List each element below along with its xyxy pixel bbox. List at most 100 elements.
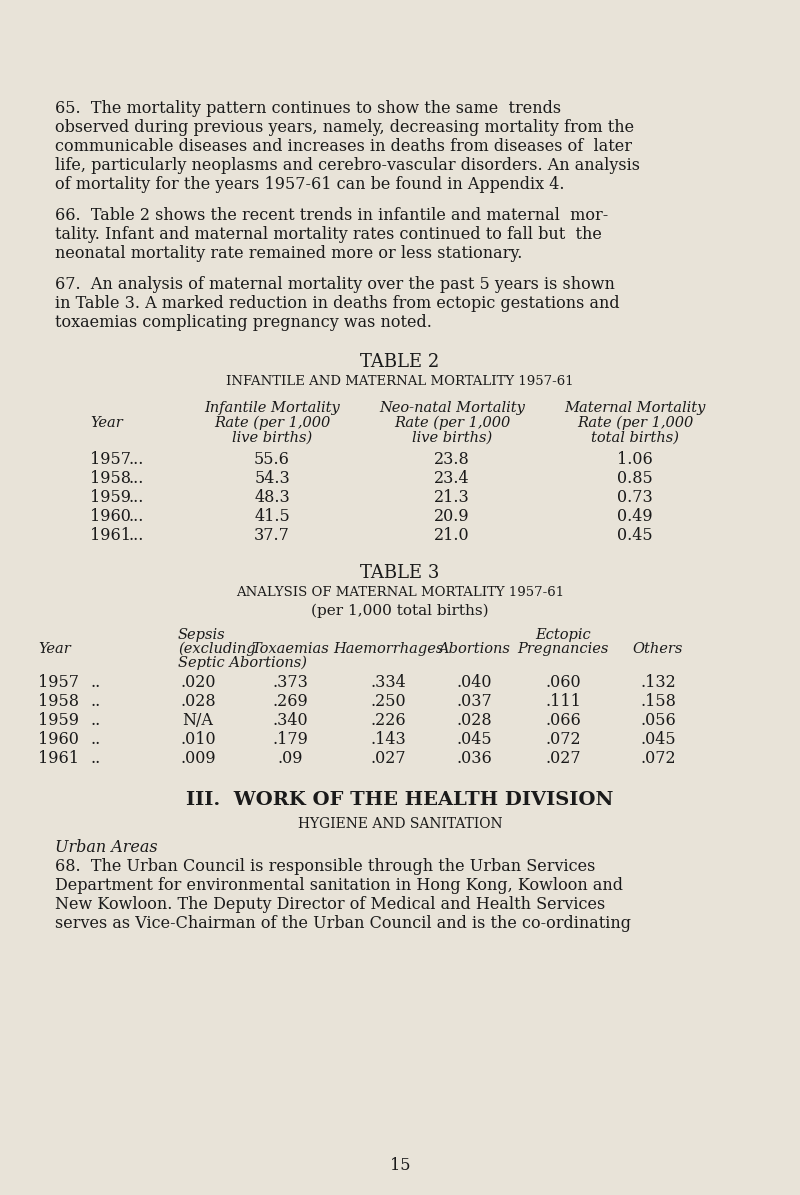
Text: .045: .045 [640,731,676,748]
Text: 48.3: 48.3 [254,489,290,505]
Text: live births): live births) [412,431,492,445]
Text: ..: .. [90,674,100,691]
Text: 1961: 1961 [90,527,131,544]
Text: total births): total births) [591,431,679,445]
Text: 0.49: 0.49 [617,508,653,525]
Text: Septic Abortions): Septic Abortions) [178,656,307,670]
Text: Rate (per 1,000: Rate (per 1,000 [394,416,510,430]
Text: ..: .. [90,750,100,767]
Text: .158: .158 [640,693,676,710]
Text: .340: .340 [272,712,308,729]
Text: 1958: 1958 [38,693,79,710]
Text: III.  WORK OF THE HEALTH DIVISION: III. WORK OF THE HEALTH DIVISION [186,791,614,809]
Text: (excluding: (excluding [178,642,256,656]
Text: observed during previous years, namely, decreasing mortality from the: observed during previous years, namely, … [55,120,634,136]
Text: 1960: 1960 [38,731,79,748]
Text: .060: .060 [545,674,581,691]
Text: Haemorrhages: Haemorrhages [333,642,443,656]
Text: .040: .040 [456,674,492,691]
Text: INFANTILE AND MATERNAL MORTALITY 1957-61: INFANTILE AND MATERNAL MORTALITY 1957-61 [226,375,574,388]
Text: of mortality for the years 1957-61 can be found in Appendix 4.: of mortality for the years 1957-61 can b… [55,176,565,194]
Text: 1960: 1960 [90,508,131,525]
Text: Pregnancies: Pregnancies [518,642,609,656]
Text: .143: .143 [370,731,406,748]
Text: ...: ... [128,470,143,488]
Text: .009: .009 [180,750,216,767]
Text: .334: .334 [370,674,406,691]
Text: neonatal mortality rate remained more or less stationary.: neonatal mortality rate remained more or… [55,245,522,262]
Text: TABLE 3: TABLE 3 [360,564,440,582]
Text: ..: .. [90,731,100,748]
Text: .179: .179 [272,731,308,748]
Text: .027: .027 [545,750,581,767]
Text: Others: Others [633,642,683,656]
Text: 1.06: 1.06 [617,451,653,468]
Text: .072: .072 [545,731,581,748]
Text: TABLE 2: TABLE 2 [360,353,440,370]
Text: ...: ... [128,451,143,468]
Text: .072: .072 [640,750,676,767]
Text: ...: ... [128,489,143,505]
Text: 23.4: 23.4 [434,470,470,488]
Text: toxaemias complicating pregnancy was noted.: toxaemias complicating pregnancy was not… [55,314,432,331]
Text: Ectopic: Ectopic [535,629,591,642]
Text: Urban Areas: Urban Areas [55,839,158,856]
Text: .09: .09 [278,750,302,767]
Text: 37.7: 37.7 [254,527,290,544]
Text: .056: .056 [640,712,676,729]
Text: .020: .020 [180,674,216,691]
Text: 0.45: 0.45 [617,527,653,544]
Text: Rate (per 1,000: Rate (per 1,000 [577,416,693,430]
Text: 1959: 1959 [38,712,79,729]
Text: live births): live births) [232,431,312,445]
Text: 55.6: 55.6 [254,451,290,468]
Text: .037: .037 [456,693,492,710]
Text: 0.85: 0.85 [617,470,653,488]
Text: Toxaemias: Toxaemias [251,642,329,656]
Text: .226: .226 [370,712,406,729]
Text: 21.0: 21.0 [434,527,470,544]
Text: ...: ... [128,527,143,544]
Text: .028: .028 [180,693,216,710]
Text: Year: Year [38,642,70,656]
Text: .250: .250 [370,693,406,710]
Text: 20.9: 20.9 [434,508,470,525]
Text: 1957: 1957 [38,674,79,691]
Text: 65.  The mortality pattern continues to show the same  trends: 65. The mortality pattern continues to s… [55,100,561,117]
Text: Rate (per 1,000: Rate (per 1,000 [214,416,330,430]
Text: 67.  An analysis of maternal mortality over the past 5 years is shown: 67. An analysis of maternal mortality ov… [55,276,615,293]
Text: ANALYSIS OF MATERNAL MORTALITY 1957-61: ANALYSIS OF MATERNAL MORTALITY 1957-61 [236,586,564,599]
Text: 68.  The Urban Council is responsible through the Urban Services: 68. The Urban Council is responsible thr… [55,858,595,875]
Text: 1959: 1959 [90,489,131,505]
Text: .066: .066 [545,712,581,729]
Text: N/A: N/A [182,712,214,729]
Text: .028: .028 [456,712,492,729]
Text: 66.  Table 2 shows the recent trends in infantile and maternal  mor-: 66. Table 2 shows the recent trends in i… [55,207,608,223]
Text: 23.8: 23.8 [434,451,470,468]
Text: Sepsis: Sepsis [178,629,226,642]
Text: .373: .373 [272,674,308,691]
Text: ..: .. [90,712,100,729]
Text: 1957: 1957 [90,451,131,468]
Text: .045: .045 [456,731,492,748]
Text: .036: .036 [456,750,492,767]
Text: 21.3: 21.3 [434,489,470,505]
Text: Abortions: Abortions [438,642,510,656]
Text: life, particularly neoplasms and cerebro-vascular disorders. An analysis: life, particularly neoplasms and cerebro… [55,157,640,174]
Text: .111: .111 [545,693,581,710]
Text: ..: .. [90,693,100,710]
Text: .269: .269 [272,693,308,710]
Text: .010: .010 [180,731,216,748]
Text: tality. Infant and maternal mortality rates continued to fall but  the: tality. Infant and maternal mortality ra… [55,226,602,243]
Text: serves as Vice-Chairman of the Urban Council and is the co-ordinating: serves as Vice-Chairman of the Urban Cou… [55,915,631,932]
Text: 54.3: 54.3 [254,470,290,488]
Text: Department for environmental sanitation in Hong Kong, Kowloon and: Department for environmental sanitation … [55,877,623,894]
Text: New Kowloon. The Deputy Director of Medical and Health Services: New Kowloon. The Deputy Director of Medi… [55,896,606,913]
Text: 41.5: 41.5 [254,508,290,525]
Text: Maternal Mortality: Maternal Mortality [564,402,706,415]
Text: Year: Year [90,416,122,430]
Text: Infantile Mortality: Infantile Mortality [204,402,340,415]
Text: (per 1,000 total births): (per 1,000 total births) [311,603,489,618]
Text: ...: ... [128,508,143,525]
Text: HYGIENE AND SANITATION: HYGIENE AND SANITATION [298,817,502,831]
